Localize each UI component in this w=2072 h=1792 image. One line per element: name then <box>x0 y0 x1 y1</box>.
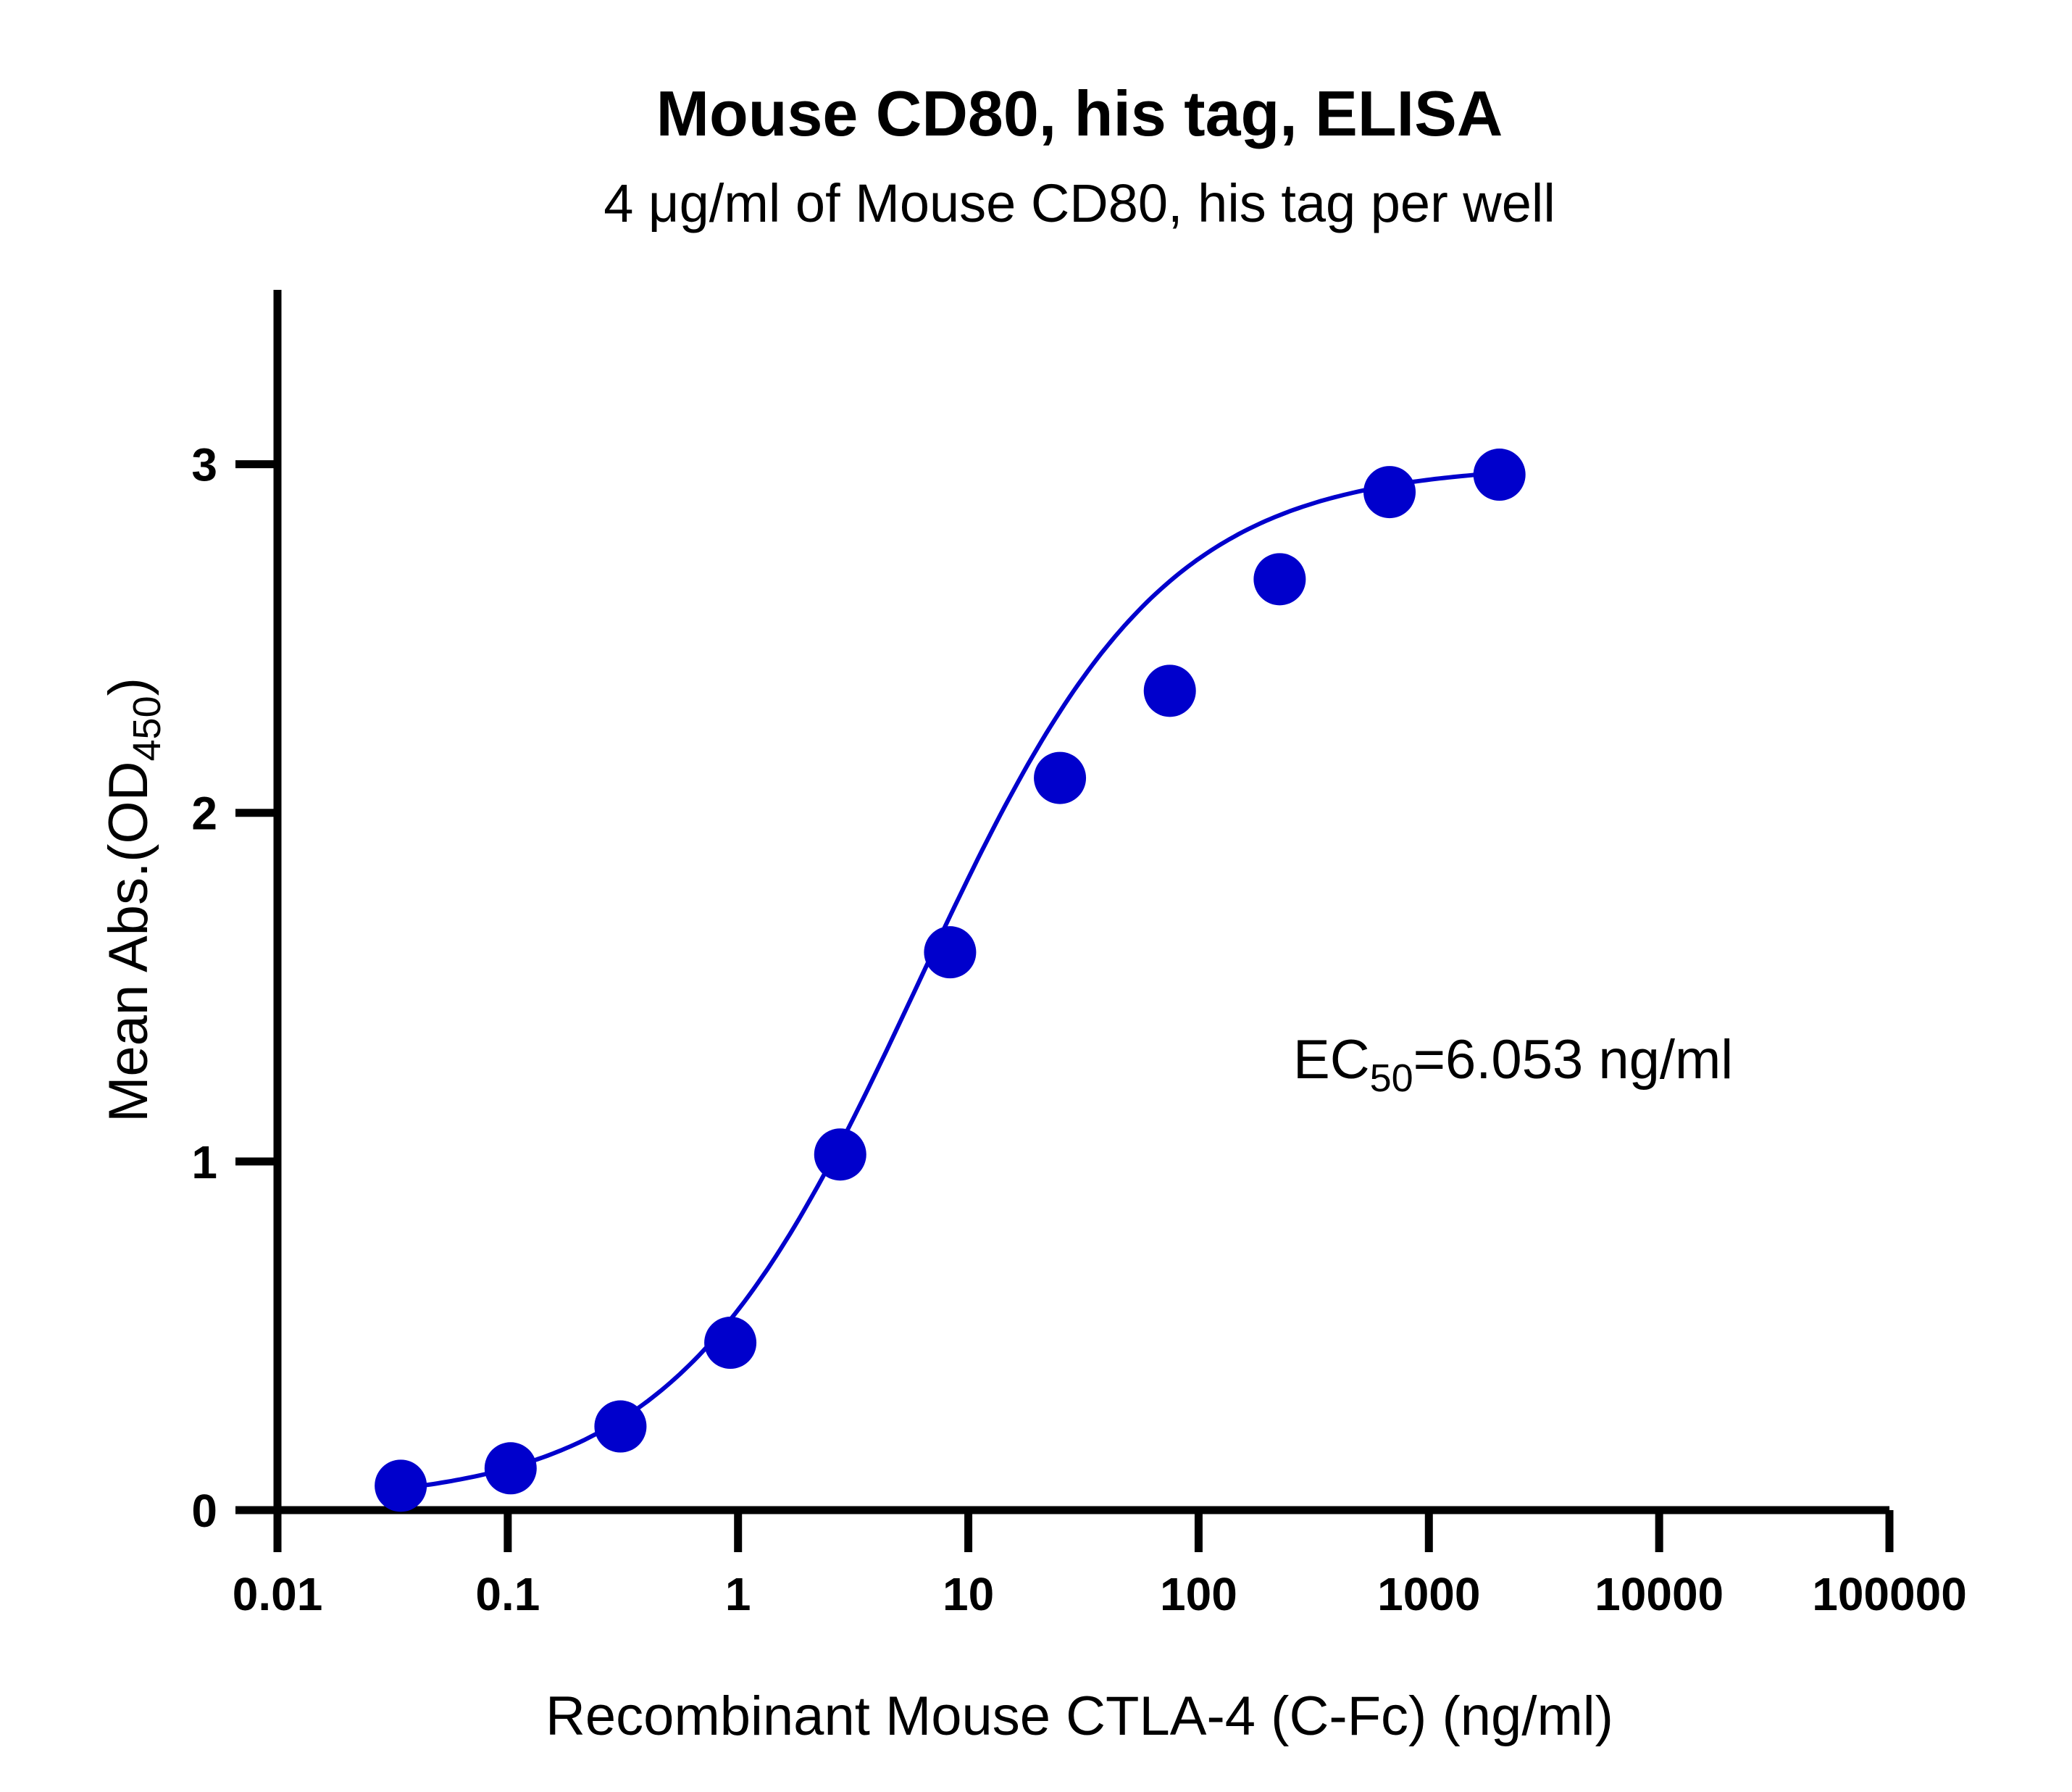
x-ticks: 0.01 0.1 1 10 100 1000 10000 100000 <box>233 1510 1967 1620</box>
x-tick-label: 1 <box>725 1568 751 1620</box>
x-tick-label: 10000 <box>1595 1568 1724 1620</box>
data-point <box>1253 553 1306 606</box>
data-point <box>594 1400 647 1453</box>
y-axis-label-subscript: 450 <box>125 696 169 761</box>
data-point <box>704 1317 757 1370</box>
x-axis-label: Recombinant Mouse CTLA-4 (C-Fc) (ng/ml) <box>546 1685 1613 1747</box>
y-tick-label: 0 <box>191 1485 217 1537</box>
y-axis-label: Mean Abs.(OD450) <box>98 678 169 1122</box>
data-point <box>1473 449 1526 501</box>
y-tick-label: 1 <box>191 1136 217 1188</box>
data-point <box>1034 751 1087 804</box>
ec50-annotation: EC50=6.053 ng/ml <box>1293 1029 1733 1100</box>
y-axis-label-end: ) <box>98 678 159 696</box>
x-tick-label: 1000 <box>1377 1568 1480 1620</box>
x-tick-label: 10 <box>943 1568 994 1620</box>
ec50-value: =6.053 ng/ml <box>1413 1029 1734 1091</box>
ec50-subscript: 50 <box>1370 1057 1413 1100</box>
data-point <box>1363 466 1416 519</box>
y-axis-label-main: Mean Abs.(OD <box>98 762 159 1122</box>
x-tick-label: 100000 <box>1812 1568 1967 1620</box>
ec50-prefix: EC <box>1293 1029 1370 1091</box>
data-point <box>484 1442 537 1495</box>
x-tick-label: 100 <box>1160 1568 1237 1620</box>
y-ticks: 0 1 2 3 <box>191 439 277 1537</box>
fit-curve <box>400 470 1500 1491</box>
data-points <box>375 449 1526 1512</box>
chart-subtitle: 4 μg/ml of Mouse CD80, his tag per well <box>603 173 1555 233</box>
y-tick-label: 2 <box>191 788 217 840</box>
data-point <box>375 1459 427 1512</box>
y-tick-label: 3 <box>191 439 217 491</box>
data-point <box>1143 664 1196 717</box>
x-tick-label: 0.1 <box>475 1568 540 1620</box>
chart-title: Mouse CD80, his tag, ELISA <box>656 78 1503 149</box>
data-point <box>924 926 977 979</box>
x-tick-label: 0.01 <box>233 1568 323 1620</box>
data-point <box>814 1128 866 1181</box>
